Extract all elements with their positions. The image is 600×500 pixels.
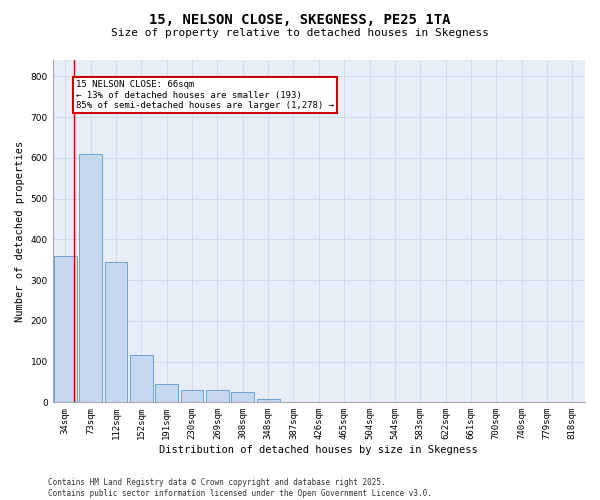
Text: Size of property relative to detached houses in Skegness: Size of property relative to detached ho… [111, 28, 489, 38]
Text: 15 NELSON CLOSE: 66sqm
← 13% of detached houses are smaller (193)
85% of semi-de: 15 NELSON CLOSE: 66sqm ← 13% of detached… [76, 80, 334, 110]
Bar [232, 392, 254, 402]
Bar [206, 390, 229, 402]
Y-axis label: Number of detached properties: Number of detached properties [15, 140, 25, 322]
Text: Contains HM Land Registry data © Crown copyright and database right 2025.
Contai: Contains HM Land Registry data © Crown c… [48, 478, 432, 498]
Bar [155, 384, 178, 402]
Bar [54, 256, 77, 402]
Bar [79, 154, 102, 402]
Bar [104, 262, 127, 402]
Bar [130, 356, 153, 403]
Bar [181, 390, 203, 402]
Bar [257, 399, 280, 402]
X-axis label: Distribution of detached houses by size in Skegness: Distribution of detached houses by size … [160, 445, 478, 455]
Text: 15, NELSON CLOSE, SKEGNESS, PE25 1TA: 15, NELSON CLOSE, SKEGNESS, PE25 1TA [149, 12, 451, 26]
